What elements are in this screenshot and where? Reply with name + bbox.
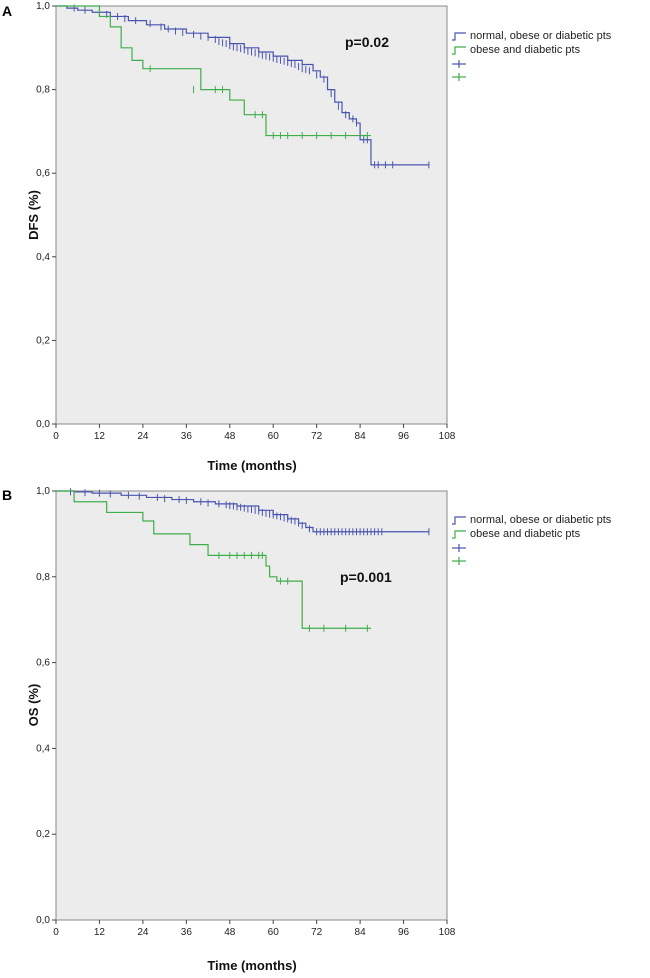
panel-b-x-axis-title: Time (months) (207, 958, 296, 973)
panel-a-x-tick-label: 96 (398, 431, 410, 442)
panel-a-x-axis-title: Time (months) (207, 458, 296, 473)
panel-a-y-axis-title: DFS (%) (26, 190, 41, 240)
panel-b-label: B (2, 487, 12, 503)
panel-b-x-tick-label: 96 (398, 927, 410, 938)
panel-b-x-tick-label: 72 (311, 927, 323, 938)
panel-a-series-line-normal-obese-or-diabetic (56, 5, 429, 166)
panel-b-y-tick-label: 0,2 (36, 829, 50, 840)
panel-b-x-tick-label: 108 (439, 927, 456, 938)
panel-a-label: A (2, 3, 12, 19)
panel-b-legend-swatch-normal-obese-or-diabetic (452, 516, 466, 525)
panel-a-legend-label-obese-and-diabetic: obese and diabetic pts (470, 44, 581, 56)
panel-b-legend-label-obese-and-diabetic: obese and diabetic pts (470, 528, 581, 540)
panel-a-y-tick-label: 0,6 (36, 168, 50, 179)
panel-b-legend-label-normal-obese-or-diabetic: normal, obese or diabetic pts (470, 514, 612, 526)
panel-a: A p=0.02 Time (months) DFS (%) 0 12 24 36 48… (2, 1, 612, 473)
panel-b-x-tick-label: 24 (137, 927, 149, 938)
panel-b-y-tick-label: 0,6 (36, 658, 50, 669)
panel-a-x-tick-label: 0 (53, 431, 59, 442)
panel-a-x-tick-label: 24 (137, 431, 149, 442)
panel-a-y-tick-label: 1,0 (36, 1, 50, 12)
panel-b-x-tick-label: 60 (268, 927, 280, 938)
panel-a-series-line-obese-and-diabetic (56, 5, 371, 137)
panel-a-x-tick-label: 12 (94, 431, 106, 442)
panel-b-series-line-obese-and-diabetic (56, 490, 371, 629)
panel-b-y-axis-title: OS (%) (26, 684, 41, 727)
panel-b-x-tick-label: 0 (53, 927, 59, 938)
panel-b-y-tick-label: 0,4 (36, 743, 50, 754)
panel-a-x-tick-label: 72 (311, 431, 323, 442)
panel-b-x-tick-label: 48 (224, 927, 236, 938)
panel-a-y-tick-label: 0,4 (36, 252, 50, 263)
panel-b-x-tick-label: 84 (355, 927, 367, 938)
panel-b-y-tick-label: 1,0 (36, 486, 50, 497)
panel-a-plot-area (55, 5, 448, 425)
panel-a-x-tick-label: 84 (355, 431, 367, 442)
panel-a-legend-label-normal-obese-or-diabetic: normal, obese or diabetic pts (470, 30, 612, 42)
panel-b-plot-area (55, 490, 448, 921)
panel-a-legend-swatch-obese-and-diabetic (452, 46, 466, 55)
panel-a-x-tick-label: 60 (268, 431, 280, 442)
panel-b: B p=0.001 Time (months) OS (%) 0 12 24 36 48… (2, 486, 612, 973)
panel-b-legend-swatch-obese-and-diabetic (452, 530, 466, 539)
panel-a-y-tick-label: 0,8 (36, 85, 50, 96)
panel-b-y-tick-label: 0,8 (36, 572, 50, 583)
panel-a-legend-swatch-normal-obese-or-diabetic (452, 32, 466, 41)
panel-b-p-value: p=0.001 (340, 569, 392, 585)
panel-a-x-tick-label: 36 (181, 431, 193, 442)
panel-a-y-tick-label: 0,2 (36, 335, 50, 346)
panel-a-y-tick-label: 0,0 (36, 419, 50, 430)
panel-b-y-tick-label: 0,0 (36, 915, 50, 926)
panel-b-x-tick-label: 12 (94, 927, 106, 938)
panel-a-x-tick-label: 48 (224, 431, 236, 442)
panel-a-p-value: p=0.02 (345, 34, 389, 50)
panel-a-x-tick-label: 108 (439, 431, 456, 442)
panel-b-x-tick-label: 36 (181, 927, 193, 938)
